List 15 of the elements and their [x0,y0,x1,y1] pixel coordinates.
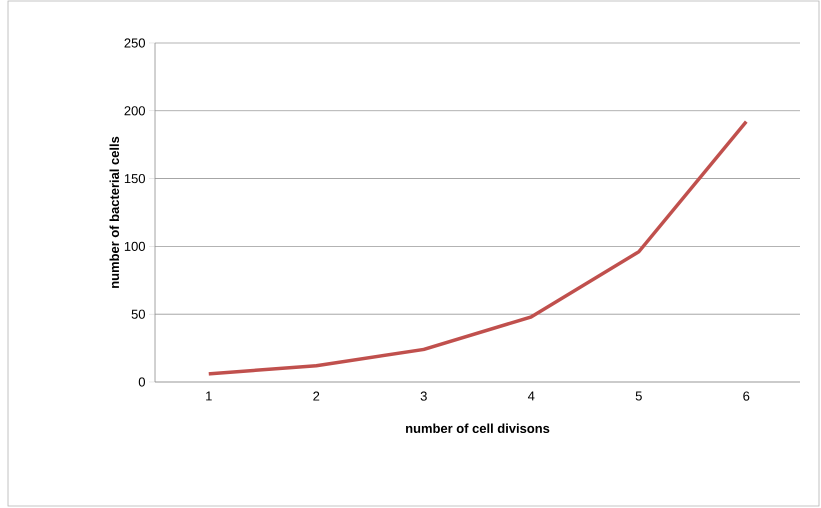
y-tick-label: 200 [124,106,145,116]
y-tick-label: 150 [124,174,145,184]
x-tick-label: 6 [743,392,750,401]
y-tick-label: 100 [124,242,145,251]
line-series [207,120,748,376]
x-axis-title: number of cell divisons [406,424,550,434]
x-tick-label: 4 [528,392,534,400]
x-tick-label: 5 [636,392,642,401]
y-axis-title: number of bacterial cells [110,136,120,288]
x-tick-label: 1 [206,392,212,400]
x-tick-label: 2 [313,392,320,401]
x-tick-label: 3 [420,392,427,401]
y-tick-label: 250 [124,38,145,48]
y-tick-label: 0 [138,377,145,387]
y-tick-label: 50 [132,310,145,319]
